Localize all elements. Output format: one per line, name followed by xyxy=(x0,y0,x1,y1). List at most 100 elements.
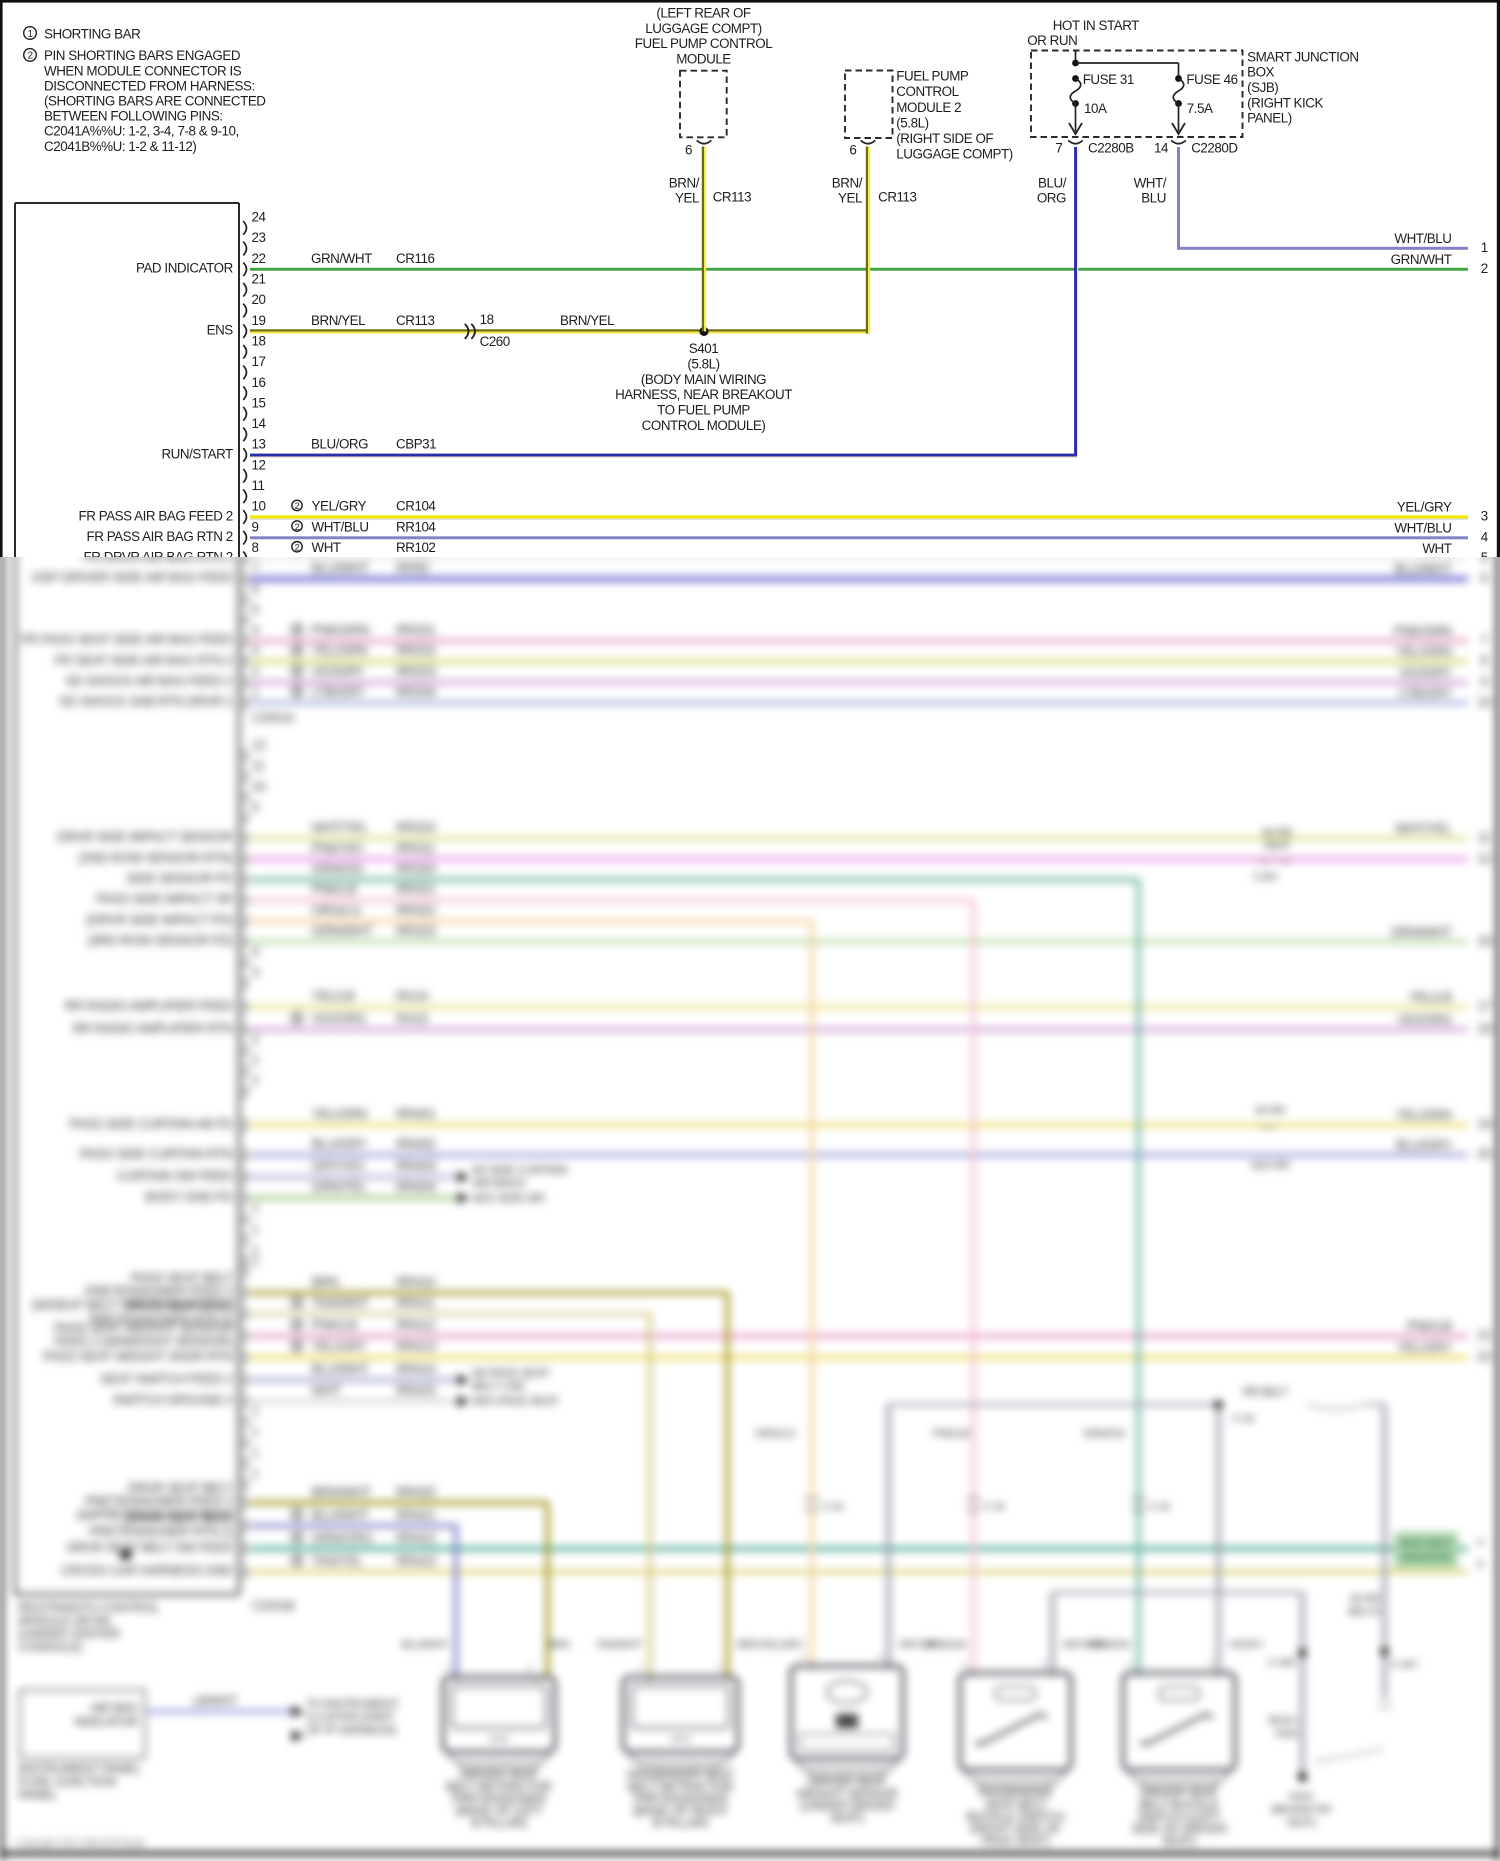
svg-text:RR310: RR310 xyxy=(396,820,435,835)
svg-text:17: 17 xyxy=(1477,999,1491,1014)
svg-text:RR403: RR403 xyxy=(396,1159,435,1174)
svg-text:WHT: WHT xyxy=(312,540,341,555)
svg-text:PAD INDICATOR: PAD INDICATOR xyxy=(136,261,234,276)
svg-text:YEL/GRY: YEL/GRY xyxy=(760,1639,805,1651)
svg-text:GRN/WHT: GRN/WHT xyxy=(1391,252,1452,267)
svg-text:W/O RR: W/O RR xyxy=(1251,1160,1290,1172)
svg-text:19: 19 xyxy=(252,313,266,328)
svg-text:RR321: RR321 xyxy=(396,882,435,897)
svg-text:C440: C440 xyxy=(1253,871,1277,883)
svg-text:C2041B: C2041B xyxy=(252,1599,295,1613)
svg-text:YEL/GRY: YEL/GRY xyxy=(312,499,367,514)
svg-text:RR415: RR415 xyxy=(396,1383,435,1398)
svg-text:11: 11 xyxy=(252,478,265,493)
svg-text:B PILLAR): B PILLAR) xyxy=(471,1816,527,1830)
svg-text:SWITCH (LEFT: SWITCH (LEFT xyxy=(1138,1810,1222,1824)
svg-text:BUCKLE SWITCH: BUCKLE SWITCH xyxy=(967,1810,1065,1824)
svg-text:22: 22 xyxy=(1477,1349,1491,1364)
svg-text:C2280D: C2280D xyxy=(1191,141,1238,156)
svg-text:Copyright 2012 Mitchell Repair: Copyright 2012 Mitchell Repair xyxy=(15,1837,146,1849)
svg-text:SMART JUNCTION: SMART JUNCTION xyxy=(1247,49,1359,64)
svg-text:MONITOR: MONITOR xyxy=(1402,1552,1451,1564)
svg-text:SIDE OF DRIVER: SIDE OF DRIVER xyxy=(1131,1822,1227,1836)
svg-text:1: 1 xyxy=(252,1424,259,1439)
svg-text:YEL/GRN: YEL/GRN xyxy=(1396,644,1452,659)
svg-text:WHT/YEL: WHT/YEL xyxy=(312,820,368,835)
svg-text:YEL/GRY: YEL/GRY xyxy=(1397,500,1452,515)
svg-text:BLU/WHT: BLU/WHT xyxy=(1394,562,1451,577)
svg-text:LUGGAGE COMPT): LUGGAGE COMPT) xyxy=(645,21,761,36)
svg-text:RR412: RR412 xyxy=(396,1318,435,1333)
svg-text:BRN/: BRN/ xyxy=(669,175,700,190)
svg-text:PASS SEAT): PASS SEAT) xyxy=(982,1834,1050,1848)
svg-text:VIO/ORG: VIO/ORG xyxy=(1397,1012,1451,1027)
svg-text:AIR BAGS: AIR BAGS xyxy=(472,1176,526,1190)
svg-text:21: 21 xyxy=(252,272,266,287)
svg-text:RR414: RR414 xyxy=(396,1362,436,1377)
svg-text:23: 23 xyxy=(252,230,266,245)
svg-text:SWITCH GROUND 2: SWITCH GROUND 2 xyxy=(112,1393,232,1408)
svg-text:BLU/GRY: BLU/GRY xyxy=(1396,1138,1452,1153)
svg-text:8: 8 xyxy=(1481,653,1488,668)
svg-text:5: 5 xyxy=(1481,550,1488,557)
svg-text:RR423: RR423 xyxy=(396,1553,435,1568)
svg-text:WHT/BLU: WHT/BLU xyxy=(312,519,369,534)
svg-text:BELT USE: BELT USE xyxy=(472,1379,526,1393)
svg-text:GRN/WHT: GRN/WHT xyxy=(312,923,373,938)
svg-text:C-447: C-447 xyxy=(1390,1659,1418,1671)
svg-text:3: 3 xyxy=(527,1663,532,1674)
svg-text:SEAT): SEAT) xyxy=(1162,1834,1196,1848)
svg-text:17: 17 xyxy=(252,354,266,369)
svg-text:5: 5 xyxy=(252,602,259,617)
svg-text:(LEFT REAR OF: (LEFT REAR OF xyxy=(656,6,751,21)
svg-text:RR204: RR204 xyxy=(396,685,436,700)
svg-text:BLU: BLU xyxy=(1141,191,1166,206)
svg-text:BOX: BOX xyxy=(1247,65,1274,80)
svg-text:PNK/LB: PNK/LB xyxy=(933,1428,970,1440)
svg-text:20: 20 xyxy=(1477,1147,1491,1162)
svg-text:INDICATOR: INDICATOR xyxy=(74,1715,138,1729)
svg-text:PNK/GRN: PNK/GRN xyxy=(1394,624,1452,639)
svg-text:ENS: ENS xyxy=(207,322,234,337)
svg-text:W/ RR: W/ RR xyxy=(1255,1105,1286,1117)
svg-text:RR202: RR202 xyxy=(396,643,435,658)
svg-text:RR RADIO AMPLIFIER FEED: RR RADIO AMPLIFIER FEED xyxy=(65,998,234,1013)
svg-text:7.5A: 7.5A xyxy=(1187,101,1213,116)
svg-text:3: 3 xyxy=(1208,1659,1213,1670)
svg-text:YEL: YEL xyxy=(675,191,699,206)
svg-text:RR323: RR323 xyxy=(396,923,435,938)
svg-text:C-35: C-35 xyxy=(1149,1501,1171,1513)
svg-text:DRVR SEAT BELT: DRVR SEAT BELT xyxy=(128,1480,233,1495)
svg-text:SEAT BELT: SEAT BELT xyxy=(985,1798,1047,1812)
svg-text:2: 2 xyxy=(295,521,300,532)
svg-text:2: 2 xyxy=(295,1013,300,1024)
svg-text:3: 3 xyxy=(252,965,259,980)
svg-text:BLU/WHT: BLU/WHT xyxy=(312,1362,369,1377)
svg-text:YEL/GRN: YEL/GRN xyxy=(312,1107,368,1122)
svg-text:PRETENSIONER RTN 2): PRETENSIONER RTN 2) xyxy=(89,1524,233,1539)
svg-text:7: 7 xyxy=(252,561,259,576)
svg-text:SEAT SWITCH FEED 2: SEAT SWITCH FEED 2 xyxy=(100,1371,233,1386)
svg-text:(RIGHT SIDE OF: (RIGHT SIDE OF xyxy=(896,131,993,146)
svg-text:18: 18 xyxy=(252,334,266,349)
svg-text:2: 2 xyxy=(295,1319,300,1330)
svg-text:FUSE 46: FUSE 46 xyxy=(1186,72,1237,87)
svg-text:2: 2 xyxy=(295,542,300,553)
svg-text:FUSE 31: FUSE 31 xyxy=(1083,72,1134,87)
svg-text:4: 4 xyxy=(252,623,260,638)
svg-text:ORG/LG: ORG/LG xyxy=(755,1428,795,1440)
svg-text:MODULE: MODULE xyxy=(676,52,731,67)
svg-text:11: 11 xyxy=(1478,830,1491,845)
svg-text:2: 2 xyxy=(295,1297,300,1308)
svg-text:GRN/OG: GRN/OG xyxy=(312,862,364,877)
svg-text:2: 2 xyxy=(295,1532,300,1543)
svg-text:LB/WHT: LB/WHT xyxy=(193,1694,238,1708)
svg-text:PASS SIDE CURTAIN AB FD: PASS SIDE CURTAIN AB FD xyxy=(69,1116,234,1131)
svg-text:RR411: RR411 xyxy=(396,1295,434,1310)
svg-text:GRN/OG: GRN/OG xyxy=(1083,1428,1125,1440)
svg-text:8: 8 xyxy=(252,540,259,555)
svg-text:W/O SIDE AIR: W/O SIDE AIR xyxy=(472,1191,545,1205)
svg-text:CURTAIN SW FEED: CURTAIN SW FEED xyxy=(117,1168,234,1183)
svg-text:SIDE SENSOR FD: SIDE SENSOR FD xyxy=(126,871,234,886)
svg-text:12: 12 xyxy=(252,738,266,753)
